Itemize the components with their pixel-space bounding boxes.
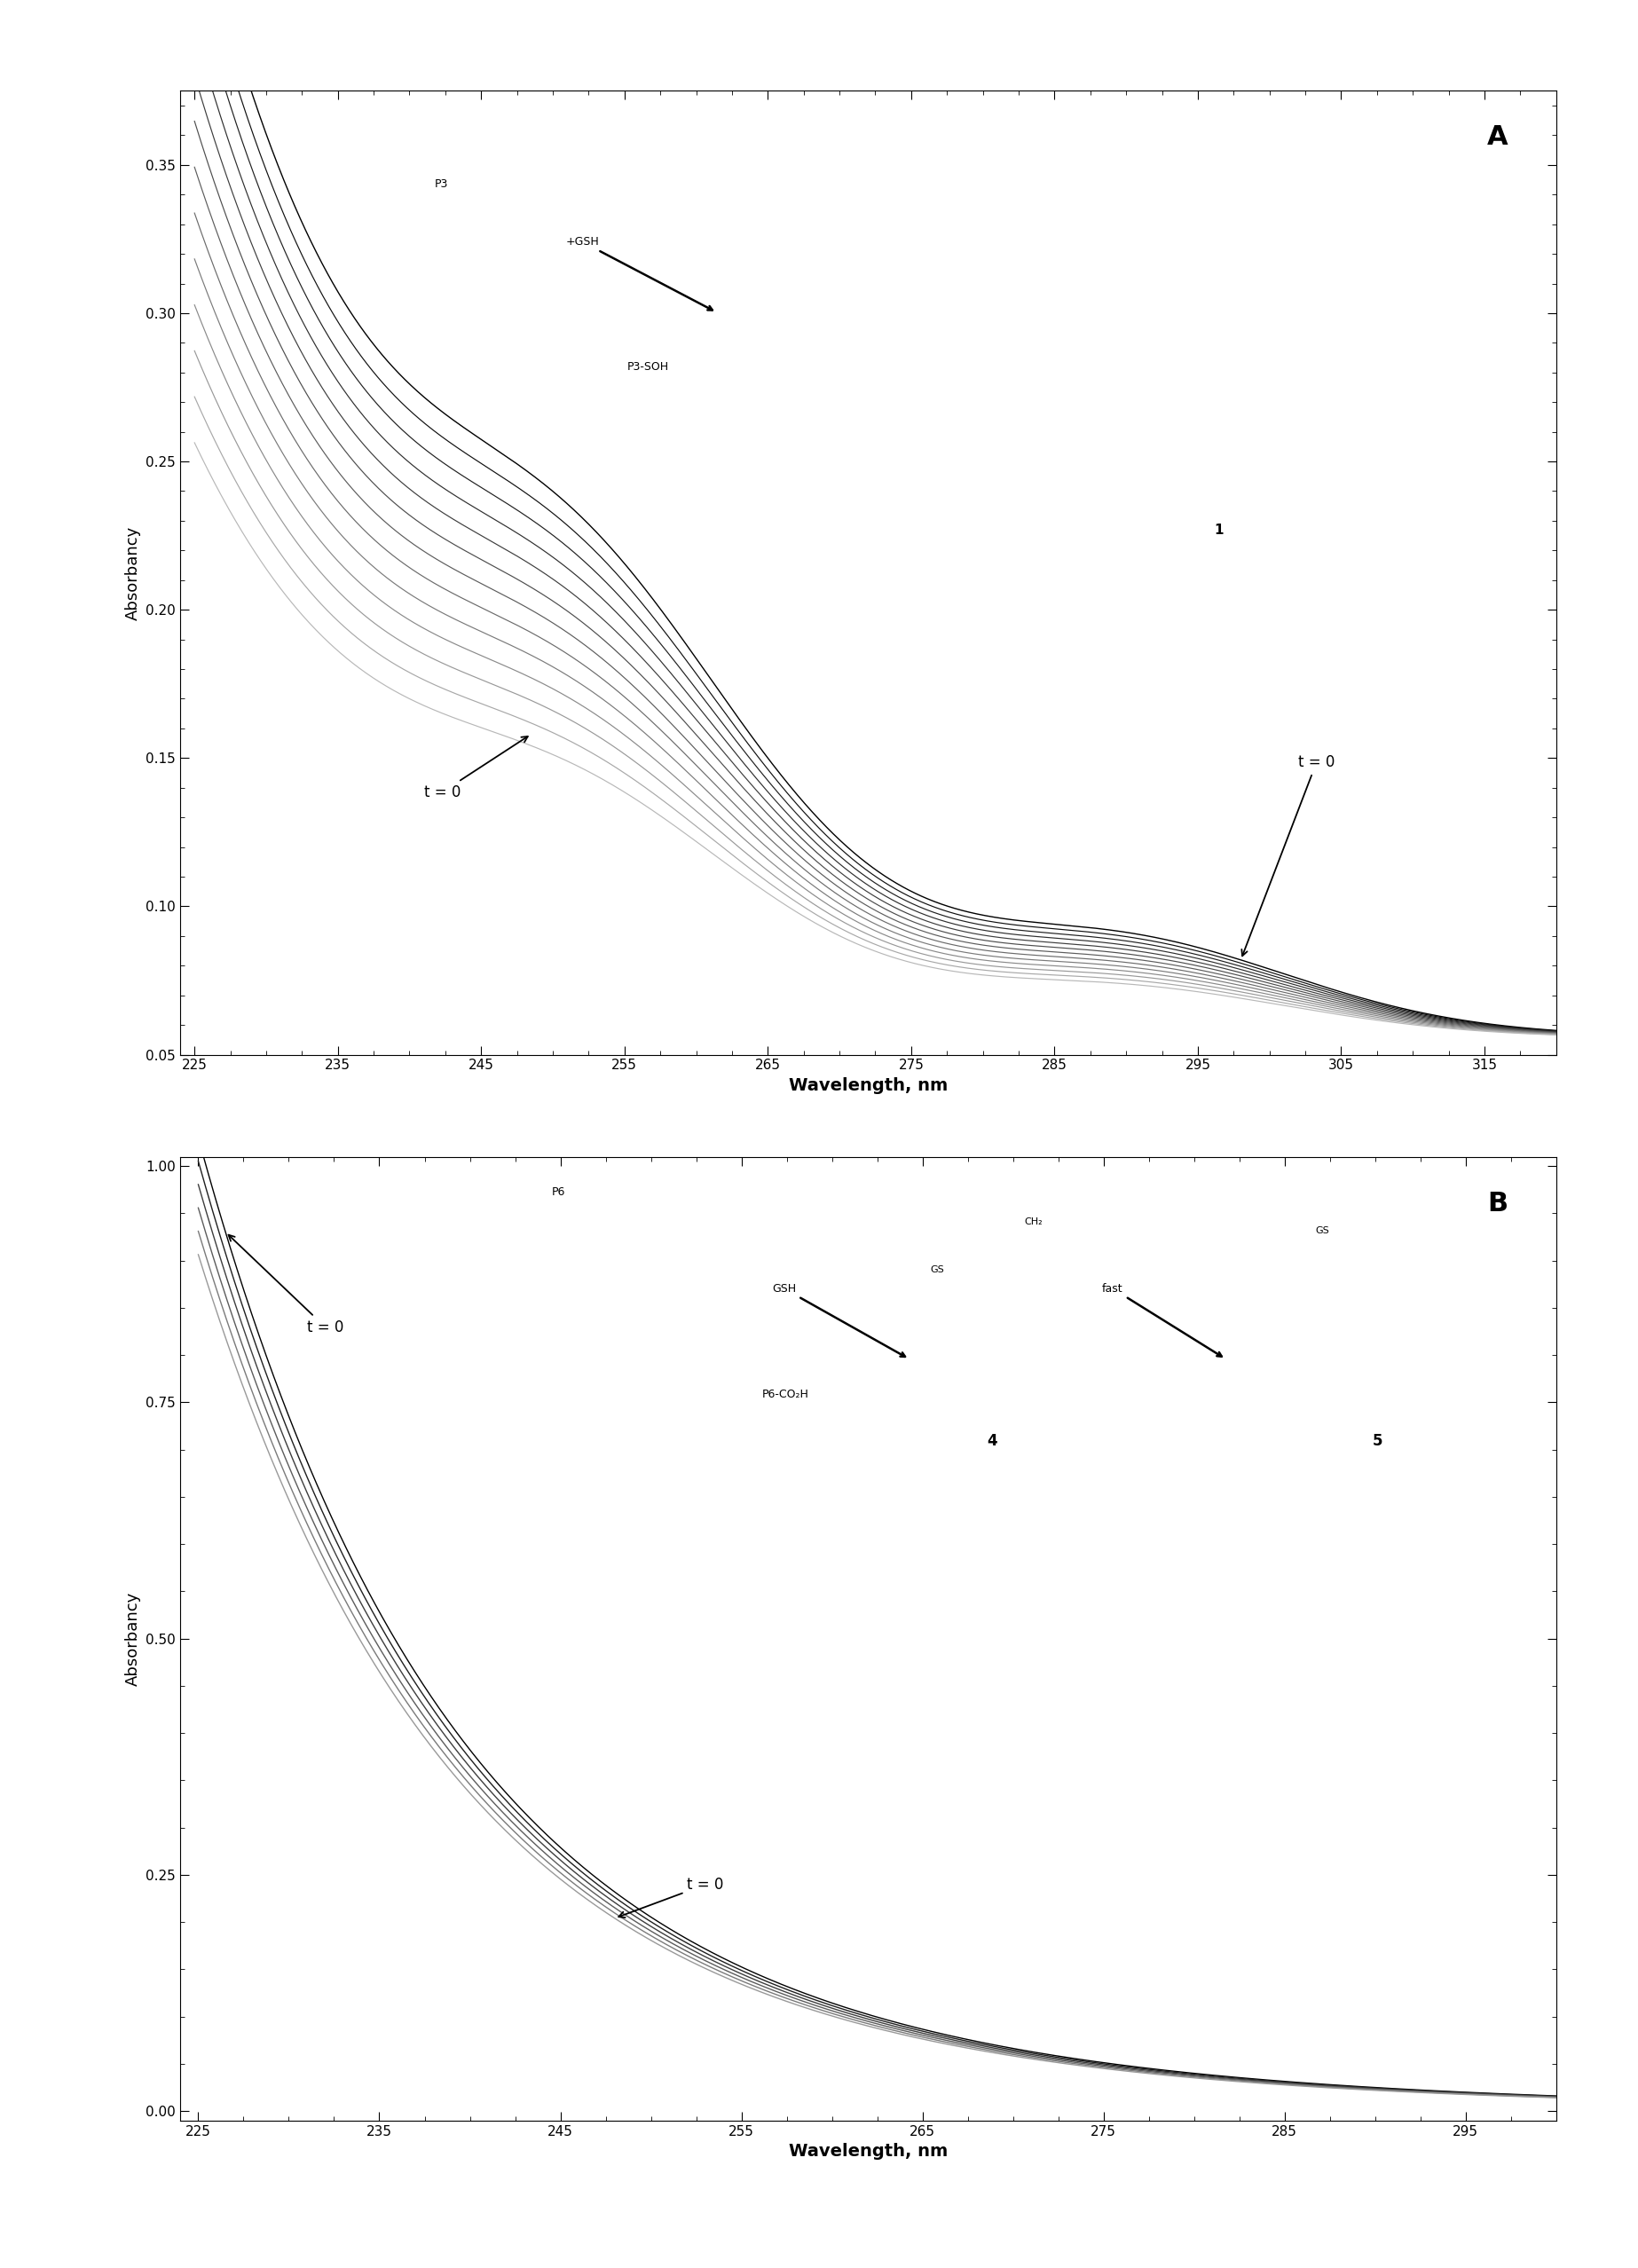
Text: P3-SOH: P3-SOH [627, 361, 668, 372]
X-axis label: Wavelength, nm: Wavelength, nm [788, 1077, 948, 1093]
Text: P3: P3 [434, 179, 449, 191]
Text: 4: 4 [986, 1433, 998, 1449]
Text: CH₂: CH₂ [1024, 1218, 1042, 1227]
Text: t = 0: t = 0 [619, 1876, 724, 1916]
Text: 5: 5 [1373, 1433, 1382, 1449]
Text: B: B [1487, 1191, 1509, 1216]
Text: P6-CO₂H: P6-CO₂H [762, 1388, 809, 1399]
Text: GS: GS [1315, 1227, 1328, 1236]
Text: GSH: GSH [771, 1284, 906, 1356]
Y-axis label: Absorbancy: Absorbancy [124, 526, 141, 619]
Text: t = 0: t = 0 [1242, 755, 1335, 955]
Text: 1: 1 [1214, 524, 1224, 538]
Text: fast: fast [1102, 1284, 1222, 1356]
Text: A: A [1487, 125, 1509, 150]
Text: GS: GS [930, 1266, 943, 1275]
X-axis label: Wavelength, nm: Wavelength, nm [788, 2143, 948, 2159]
Text: +GSH: +GSH [565, 236, 713, 311]
Y-axis label: Absorbancy: Absorbancy [124, 1592, 141, 1685]
Text: t = 0: t = 0 [424, 737, 527, 801]
Text: t = 0: t = 0 [229, 1234, 344, 1336]
Text: P6: P6 [552, 1186, 565, 1198]
